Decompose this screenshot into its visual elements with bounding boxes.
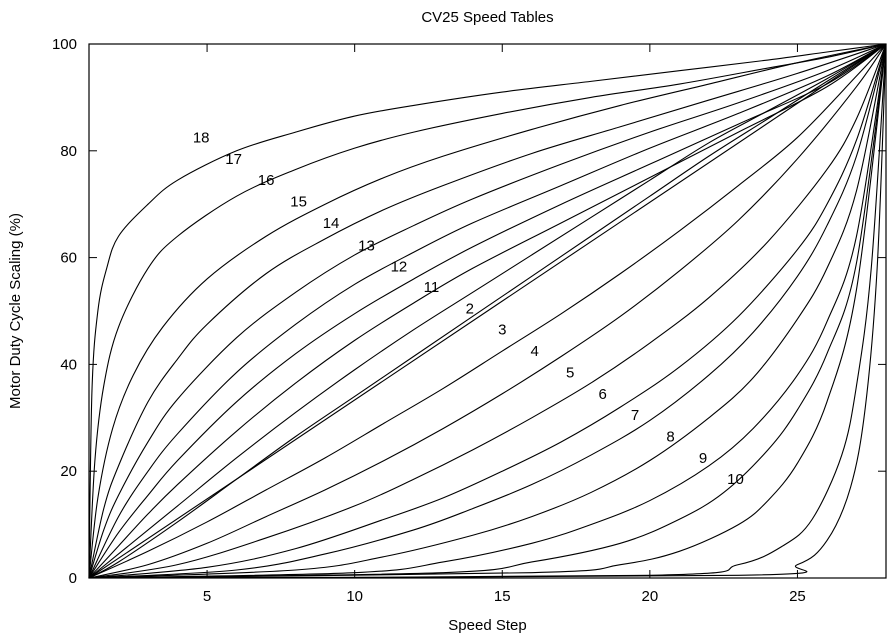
speed-curve-1 <box>88 43 887 579</box>
curve-label-3: 3 <box>498 322 506 339</box>
speed-curve-16 <box>88 43 887 579</box>
curve-label-18: 18 <box>193 129 210 146</box>
plot-frame <box>88 43 887 579</box>
speed-curve-5 <box>88 43 887 579</box>
y-tick-label: 0 <box>69 570 77 587</box>
speed-curve-6 <box>88 43 887 579</box>
curve-label-13: 13 <box>358 237 375 254</box>
speed-curve-2 <box>88 43 887 579</box>
x-tick-label: 10 <box>346 588 363 605</box>
curve-label-17: 17 <box>225 151 242 168</box>
y-tick-label: 100 <box>52 36 77 53</box>
curve-label-12: 12 <box>391 259 408 276</box>
curve-label-10: 10 <box>727 471 744 488</box>
y-tick-label: 20 <box>60 463 77 480</box>
speed-curve-4 <box>88 43 887 579</box>
curve-label-6: 6 <box>598 386 606 403</box>
speed-curve-3 <box>88 43 887 579</box>
speed-curve-22 <box>88 43 887 579</box>
speed-curve-19 <box>88 43 887 579</box>
curve-label-15: 15 <box>290 194 307 211</box>
y-tick-label: 60 <box>60 250 77 267</box>
x-tick-label: 25 <box>789 588 806 605</box>
y-tick-label: 80 <box>60 143 77 160</box>
x-tick-label: 15 <box>494 588 511 605</box>
curve-label-4: 4 <box>531 343 539 360</box>
speed-curve-10 <box>88 43 887 579</box>
speed-curve-9 <box>88 43 887 579</box>
speed-curve-15 <box>88 43 887 579</box>
curve-label-8: 8 <box>666 428 674 445</box>
y-axis-label: Motor Duty Cycle Scaling (%) <box>7 213 24 409</box>
speed-curve-13 <box>88 43 887 579</box>
speed-curve-14 <box>88 43 887 579</box>
curve-label-7: 7 <box>631 407 639 424</box>
speed-curve-7 <box>88 43 887 579</box>
speed-curve-11 <box>88 43 887 579</box>
curve-label-9: 9 <box>699 450 707 467</box>
speed-curve-20 <box>88 43 887 579</box>
x-tick-label: 5 <box>203 588 211 605</box>
curves-layer <box>88 43 887 579</box>
speed-curve-17 <box>88 43 887 579</box>
x-tick-label: 20 <box>642 588 659 605</box>
speed-curve-18 <box>88 43 887 579</box>
y-tick-label: 40 <box>60 356 77 373</box>
speed-curve-8 <box>88 43 887 579</box>
curve-label-11: 11 <box>424 279 440 296</box>
curve-label-14: 14 <box>323 215 340 232</box>
curve-label-2: 2 <box>466 300 474 317</box>
x-axis-label: Speed Step <box>448 617 526 634</box>
curve-label-5: 5 <box>566 364 574 381</box>
curve-labels-layer: 18 17 16 15 14 13 12 11 2 3 4 5 6 7 8 9 10 <box>193 129 744 488</box>
chart-title: CV25 Speed Tables <box>421 9 553 26</box>
curve-label-16: 16 <box>258 172 275 189</box>
speed-curve-12 <box>88 43 887 579</box>
